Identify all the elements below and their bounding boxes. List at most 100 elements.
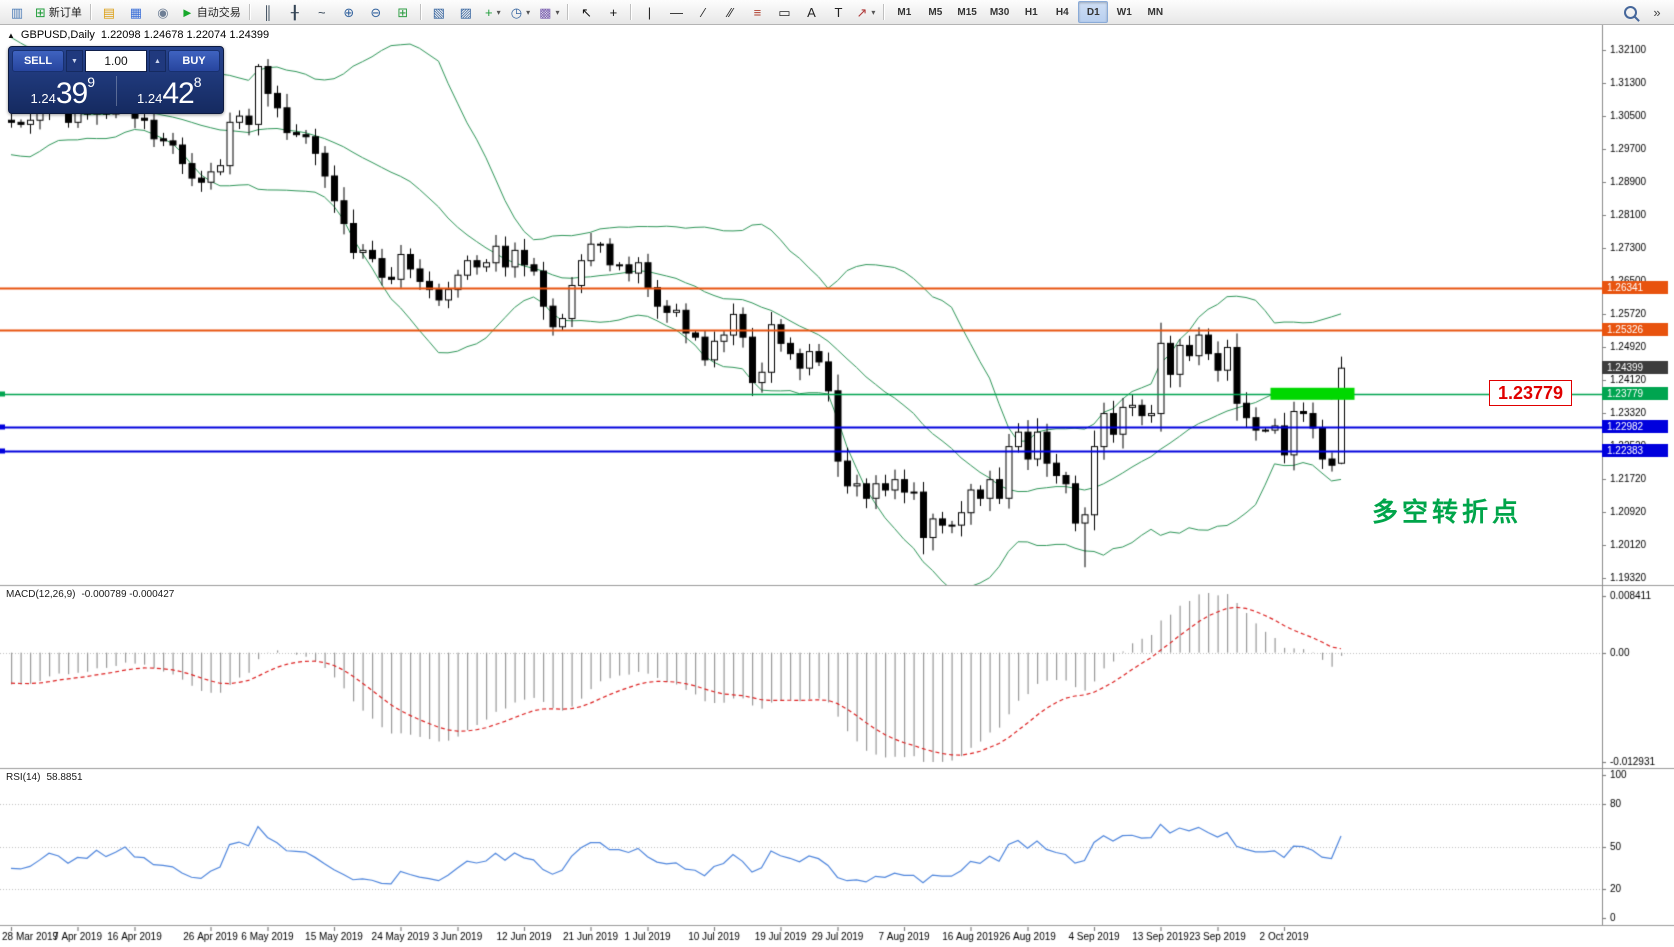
new-chart-icon[interactable]: ▥ [4, 1, 30, 23]
cascade-windows-icon[interactable]: ▧ [426, 1, 452, 23]
templates-button[interactable]: ▩ ▾ [535, 1, 563, 23]
volume-decrease-button[interactable]: ▼ [66, 50, 83, 72]
bar-chart-icon-glyph: ║ [263, 4, 273, 20]
dropdown-arrow-icon: ▾ [871, 7, 876, 17]
text-label-icon-glyph: T [834, 4, 843, 20]
tile-windows-icon[interactable]: ⊞ [390, 1, 416, 23]
tf-m30-button[interactable]: M30 [984, 1, 1015, 23]
macd-name: MACD(12,26,9) [6, 589, 76, 600]
sell-price-big: 39 [55, 77, 88, 110]
toolbar-separator [419, 4, 422, 20]
shapes-icon-glyph: ▭ [778, 4, 791, 20]
tile-vertically-icon-glyph: ▨ [459, 4, 472, 20]
tf-w1-button[interactable]: W1 [1109, 1, 1139, 23]
zoom-in-icon-glyph: ⊕ [343, 4, 355, 20]
tf-mn-button[interactable]: MN [1140, 1, 1170, 23]
autotrading-button[interactable]: ► 自动交易 [177, 1, 245, 23]
line-chart-icon[interactable]: ~ [309, 1, 335, 23]
price-callout-label[interactable]: 1.23779 [1489, 380, 1573, 406]
new-chart-icon-glyph: ▥ [10, 4, 24, 20]
shapes-icon[interactable]: ▭ [771, 1, 797, 23]
vertical-line-icon[interactable]: | [636, 1, 662, 23]
trendline-icon-glyph: ∕ [702, 4, 705, 20]
tf-d1-button[interactable]: D1 [1078, 1, 1109, 23]
toolbar-separator [89, 4, 92, 20]
buy-price-head: 1.24 [137, 91, 163, 106]
tf-h1-button[interactable]: H1 [1016, 1, 1046, 23]
tf-m5-button[interactable]: M5 [920, 1, 950, 23]
toolbar-separator [883, 4, 886, 20]
sell-price-head: 1.24 [30, 91, 56, 106]
toolbar: ▥ ⊞ 新订单 ▤ ▦ ◉ ► 自动交易 ║ ╂ ~ ⊕ ⊖ ⊞ ▧ ▨ + ▾ ◷ ▾ ▩ ▾ ↖ + | — ∕ ∕∕ ≡ ▭ A T ↗ ▾… [0, 0, 1674, 25]
tf-h1-button-label: H1 [1024, 6, 1038, 18]
fibonacci-icon[interactable]: ≡ [744, 1, 770, 23]
line-chart-icon-glyph: ~ [317, 4, 326, 20]
trendline-icon[interactable]: ∕ [690, 1, 716, 23]
arrows-icon[interactable]: ↗ ▾ [852, 1, 879, 23]
search-icon[interactable] [1617, 1, 1643, 23]
tf-m15-button[interactable]: M15 [951, 1, 982, 23]
profiles-icon-glyph: ▤ [102, 4, 116, 20]
chart-ohlc-values: 1.22098 1.24678 1.22074 1.24399 [100, 29, 270, 41]
crosshair-button[interactable]: + [600, 1, 626, 23]
down-arrow-icon: ▼ [71, 57, 78, 65]
volume-increase-button[interactable]: ▲ [149, 50, 166, 72]
toolbar-separator [630, 4, 633, 20]
toolbar-overflow-icon-glyph: » [1653, 4, 1661, 20]
collapse-panel-icon[interactable]: ▲ [7, 30, 15, 40]
zoom-out-icon[interactable]: ⊖ [363, 1, 389, 23]
tile-vertically-icon[interactable]: ▨ [453, 1, 479, 23]
cascade-windows-icon-glyph: ▧ [432, 4, 445, 20]
dropdown-arrow-icon: ▾ [526, 7, 531, 17]
horizontal-line-icon[interactable]: — [663, 1, 689, 23]
periods-button[interactable]: ◷ ▾ [507, 1, 534, 23]
zoom-in-icon[interactable]: ⊕ [336, 1, 362, 23]
tf-h4-button-label: H4 [1055, 6, 1069, 18]
bar-chart-icon[interactable]: ║ [255, 1, 281, 23]
tf-d1-button-label: D1 [1086, 6, 1100, 18]
templates-button-glyph: ▩ [539, 4, 552, 20]
one-click-trading-panel: SELL ▼ 1.00 ▲ BUY 1.24 39 9 1.24 42 8 [8, 46, 224, 114]
chart-annotation-text[interactable]: 多空转折点 [1372, 497, 1523, 527]
tf-h4-button[interactable]: H4 [1047, 1, 1077, 23]
rsi-value: 58.8851 [46, 772, 83, 783]
candlestick-chart-icon[interactable]: ╂ [282, 1, 308, 23]
vertical-line-icon-glyph: | [647, 4, 652, 20]
zoom-out-icon-glyph: ⊖ [370, 4, 382, 20]
arrows-icon-glyph: ↗ [856, 4, 868, 20]
text-label-icon[interactable]: T [825, 1, 851, 23]
macd-values: -0.000789 -0.000427 [81, 589, 175, 600]
sell-price: 1.24 39 9 [11, 72, 115, 110]
tf-m30-button-label: M30 [989, 6, 1010, 18]
one-click-prices: 1.24 39 9 1.24 42 8 [9, 72, 223, 112]
navigator-icon[interactable]: ◉ [150, 1, 176, 23]
up-arrow-icon: ▲ [154, 57, 161, 65]
tf-m1-button[interactable]: M1 [889, 1, 919, 23]
buy-price-big: 42 [162, 77, 194, 110]
tf-w1-button-label: W1 [1116, 6, 1132, 18]
volume-input[interactable]: 1.00 [85, 50, 147, 72]
channel-icon-glyph: ∕∕ [728, 4, 733, 20]
text-icon[interactable]: A [798, 1, 824, 23]
indicators-button[interactable]: + ▾ [480, 1, 506, 23]
buy-price: 1.24 42 8 [118, 72, 222, 110]
sell-button[interactable]: SELL [12, 50, 64, 72]
new-order-button[interactable]: ⊞ 新订单 [31, 1, 86, 23]
autotrading-button-glyph: ► [180, 4, 194, 20]
buy-button[interactable]: BUY [168, 50, 220, 72]
market-watch-icon[interactable]: ▦ [123, 1, 149, 23]
navigator-icon-glyph: ◉ [157, 4, 169, 20]
cursor-button[interactable]: ↖ [573, 1, 599, 23]
autotrading-button-label: 自动交易 [196, 7, 241, 19]
chart-symbol-label: GBPUSD,Daily [20, 29, 95, 41]
tile-windows-icon-glyph: ⊞ [397, 4, 409, 20]
new-order-button-label: 新订单 [48, 7, 82, 19]
profiles-icon[interactable]: ▤ [96, 1, 122, 23]
horizontal-line-icon-glyph: — [669, 4, 683, 20]
new-order-button-glyph: ⊞ [35, 4, 46, 20]
toolbar-overflow-icon[interactable]: » [1644, 1, 1670, 23]
search-icon-glyph [1623, 5, 1637, 19]
periods-button-glyph: ◷ [510, 4, 523, 20]
channel-icon[interactable]: ∕∕ [717, 1, 743, 23]
